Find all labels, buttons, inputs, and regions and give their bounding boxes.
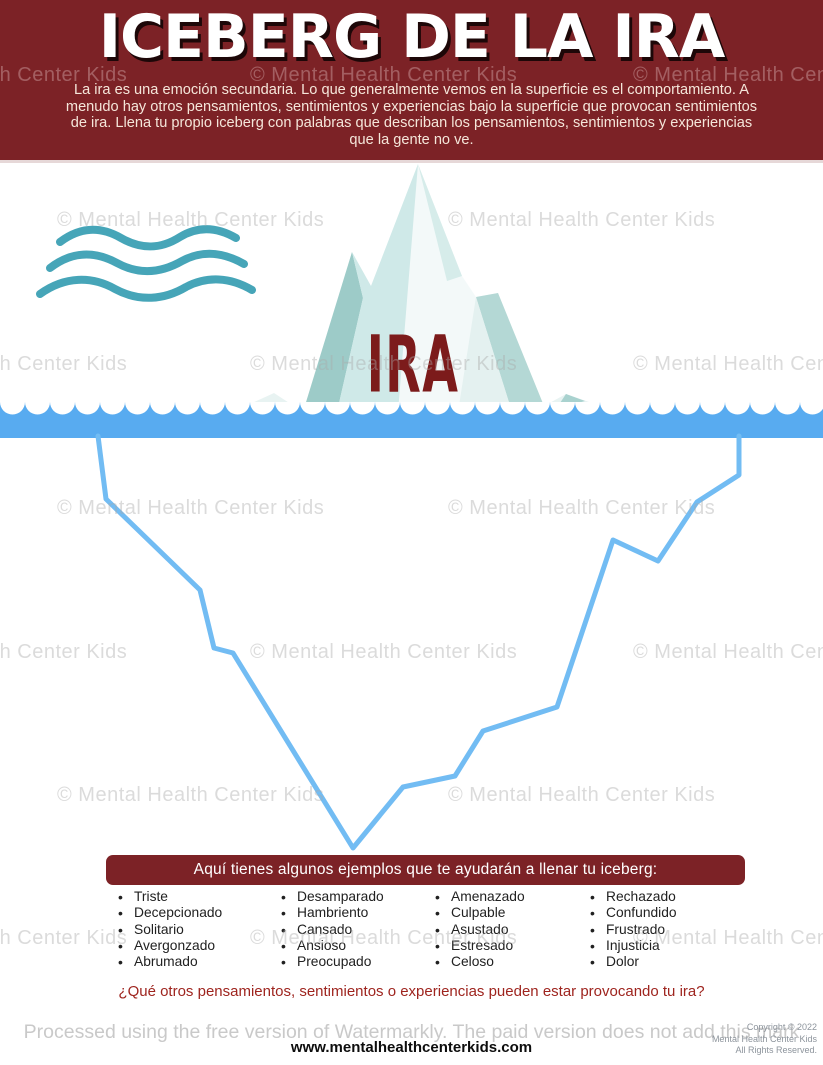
website-url: www.mentalhealthcenterkids.com [290, 1039, 533, 1056]
list-item: Asustado [434, 922, 525, 939]
copyright-line: All Rights Reserved. [735, 1045, 817, 1055]
page-title: ICEBERG DE LA IRA [98, 2, 726, 72]
list-item: Ansioso [280, 938, 384, 955]
list-item: Injusticia [589, 938, 677, 955]
watermark-text: © Mental Health Center Kids [633, 353, 823, 375]
list-item: Rechazado [589, 889, 677, 906]
prompt-question: ¿Qué otros pensamientos, sentimientos o … [118, 983, 705, 1000]
examples-column-3: Amenazado Culpable Asustado Estresado Ce… [434, 889, 525, 971]
list-item: Celoso [434, 954, 525, 971]
watermark-text: © Mental Health Center Kids [448, 209, 716, 231]
copyright-block: Copyright © 2022 Mental Health Center Ki… [712, 1022, 817, 1057]
waves-icon [36, 225, 256, 302]
list-item: Desamparado [280, 889, 384, 906]
watermark-text: © Mental Health Center Kids [0, 641, 128, 663]
list-item: Estresado [434, 938, 525, 955]
list-item: Frustrado [589, 922, 677, 939]
underwater-iceberg-outline [95, 433, 742, 851]
iceberg-label: IRA [366, 320, 460, 411]
list-item: Culpable [434, 905, 525, 922]
watermark-text: © Mental Health Center Kids [57, 497, 325, 519]
list-item: Abrumado [117, 954, 222, 971]
watermark-text: © Mental Health Center Kids [448, 497, 716, 519]
watermark-text: © Mental Health Center Kids [633, 641, 823, 663]
watermark-text: © Mental Health Center Kids [57, 209, 325, 231]
header: ICEBERG DE LA IRA La ira es una emoción … [0, 0, 823, 163]
copyright-line: Mental Health Center Kids [711, 1033, 817, 1044]
list-item: Cansado [280, 922, 384, 939]
list-item: Decepcionado [117, 905, 222, 922]
list-item: Dolor [589, 954, 677, 971]
watermark-text: © Mental Health Center Kids [0, 353, 128, 375]
watermark-text: © Mental Health Center Kids [448, 784, 716, 806]
list-item: Avergonzado [117, 938, 222, 955]
list-item: Confundido [589, 905, 677, 922]
list-item: Hambriento [280, 905, 384, 922]
examples-heading: Aquí tienes algunos ejemplos que te ayud… [193, 861, 658, 878]
list-item: Solitario [117, 922, 222, 939]
list-item: Amenazado [434, 889, 525, 906]
examples-heading-banner: Aquí tienes algunos ejemplos que te ayud… [106, 855, 745, 885]
examples-column-1: Triste Decepcionado Solitario Avergonzad… [117, 889, 222, 971]
intro-paragraph: La ira es una emoción secundaria. Lo que… [65, 82, 758, 148]
watermark-text: © Mental Health Center Kids [0, 927, 128, 949]
examples-column-4: Rechazado Confundido Frustrado Injustici… [589, 889, 677, 971]
copyright-line: Copyright © 2022 [746, 1022, 817, 1032]
list-item: Triste [117, 889, 222, 906]
examples-column-2: Desamparado Hambriento Cansado Ansioso P… [280, 889, 384, 971]
watermark-text: © Mental Health Center Kids [250, 641, 518, 663]
list-item: Preocupado [280, 954, 384, 971]
watermark-text: © Mental Health Center Kids [57, 784, 325, 806]
